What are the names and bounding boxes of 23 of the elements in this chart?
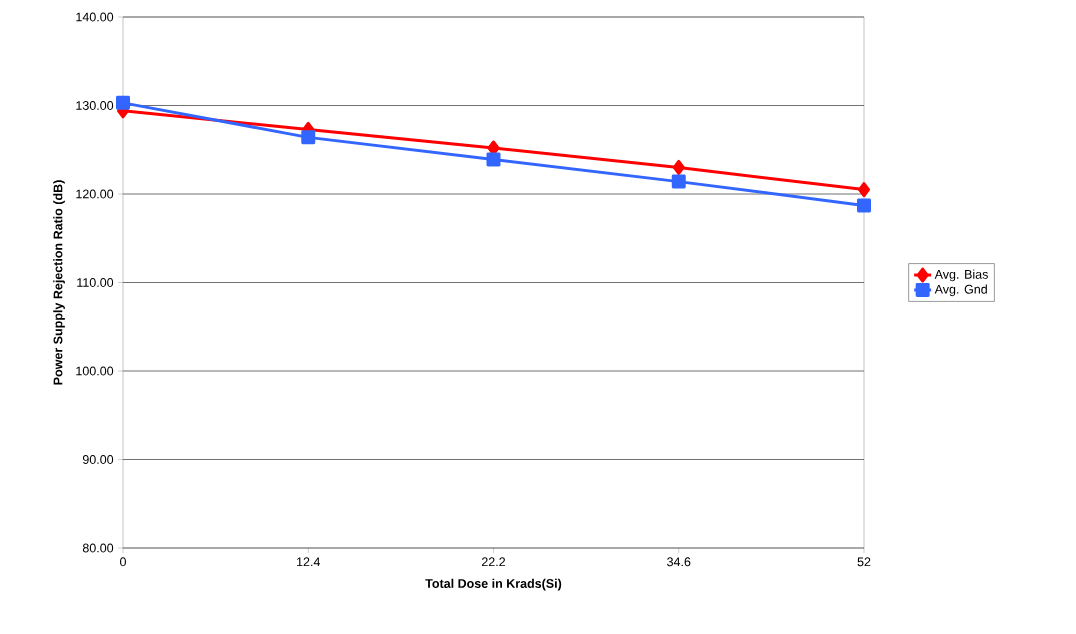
point [672, 159, 685, 175]
point [858, 182, 870, 198]
x-tick-label: 0 [120, 557, 126, 567]
legend-label: Avg. Bias [934, 269, 988, 282]
x-axis-title: Total Dose in Krads(Si) [425, 578, 562, 591]
point [301, 130, 316, 145]
point [486, 152, 501, 167]
y-tick-label: 90.00 [82, 455, 114, 464]
legend-label: Avg. Gnd [934, 284, 987, 297]
x-tick-label: 22.2 [481, 557, 506, 567]
y-tick-label: 140.00 [76, 12, 114, 22]
y-tick-label: 130.00 [76, 101, 114, 110]
y-tick-label: 100.00 [76, 366, 114, 376]
point [116, 95, 130, 110]
x-tick-label: 52 [857, 557, 871, 567]
point [857, 198, 871, 213]
x-tick-label: 12.4 [297, 557, 321, 567]
y-tick-label: 110.00 [77, 278, 114, 287]
y-axis-title: Power Supply Rejection Ratio (dB) [53, 180, 65, 385]
point [671, 174, 686, 189]
x-tick-label: 34.6 [667, 557, 691, 567]
y-tick-label: 120.00 [76, 189, 114, 199]
y-tick-label: 80.00 [82, 543, 114, 553]
